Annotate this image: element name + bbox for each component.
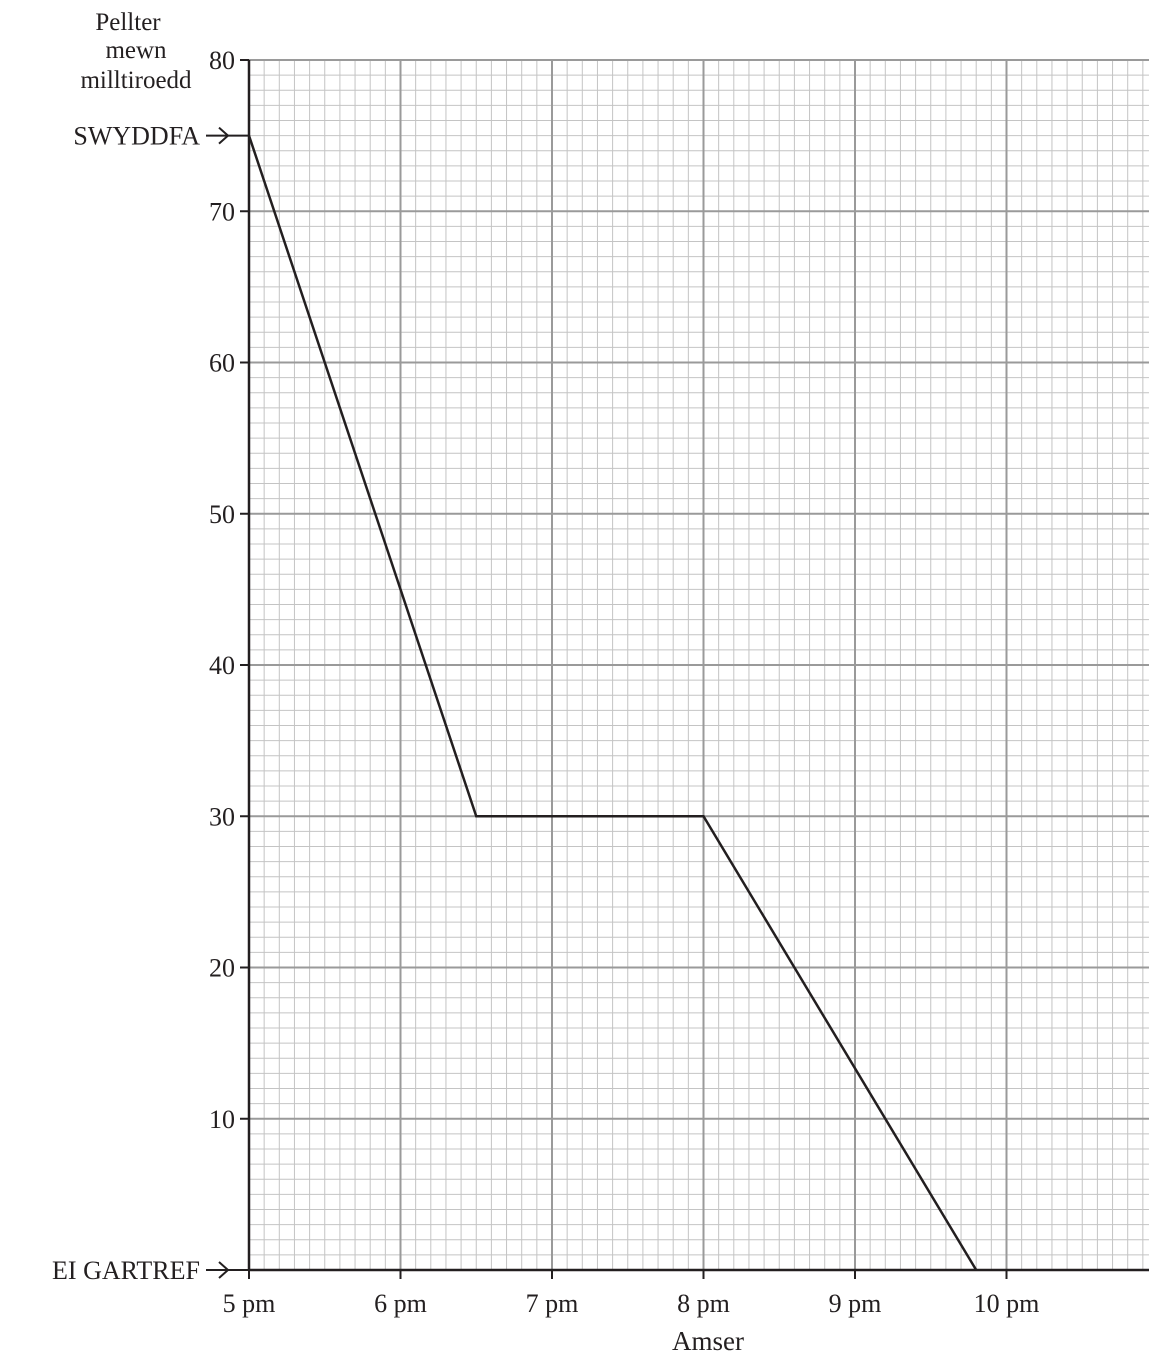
y-tick-label: 70 [209,197,235,226]
marker-label: EI GARTREF [52,1256,200,1285]
x-tick-label: 10 pm [974,1289,1040,1318]
marker-label: SWYDDFA [73,122,200,151]
y-tick-label: 10 [209,1105,235,1134]
journey-series [247,135,978,1271]
x-axis-label: Amser [672,1326,744,1356]
x-tick-label: 5 pm [223,1289,276,1318]
marker-arrowhead [218,126,230,145]
y-axis-label-line-3: milltiroedd [80,67,192,94]
y-tick-label: 50 [209,500,235,529]
y-tick-label: 40 [209,651,235,680]
marker-arrowhead [218,1261,230,1279]
y-tick-label: 20 [209,954,235,983]
x-tick-label: 9 pm [829,1289,882,1318]
y-axis-label-line-1: Pellter [95,9,161,36]
y-tick-label: 80 [209,46,235,75]
x-tick-label: 6 pm [374,1289,427,1318]
x-tick-labels: 5 pm 6 pm 7 pm 8 pm 9 pm 10 pm [223,1270,1040,1318]
y-tick-label: 60 [209,349,235,378]
y-axis-label-line-2: mewn [105,37,167,64]
journey-line [247,135,978,1271]
location-markers: SWYDDFA EI GARTREF [52,122,249,1285]
x-tick-label: 7 pm [526,1289,579,1318]
y-tick-label: 30 [209,802,235,831]
y-tick-labels: 10 20 30 40 50 60 70 80 [209,46,249,1134]
x-tick-label: 8 pm [677,1289,730,1318]
